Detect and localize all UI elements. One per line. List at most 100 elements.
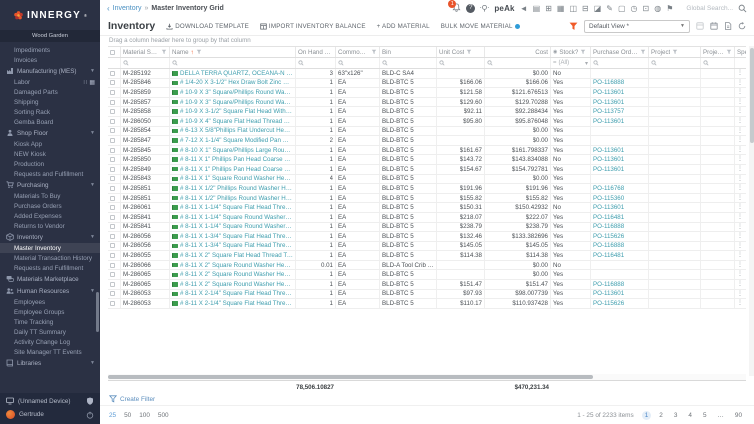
row-checkbox[interactable] [108, 116, 121, 126]
column-header-projnum[interactable]: Project # [701, 47, 735, 57]
quick-icon[interactable]: ▦ [89, 79, 95, 86]
sidebar-item-gemba-board[interactable]: Gemba Board [0, 117, 100, 127]
po-link[interactable]: PO-113601 [593, 290, 625, 298]
row-menu-icon[interactable]: ⋮ [735, 299, 745, 308]
table-row[interactable]: M-285841 # 8-11 X 1-1/4" Square Round Was… [108, 212, 746, 223]
row-checkbox[interactable] [108, 212, 121, 222]
filter-cell-po[interactable] [591, 58, 649, 68]
row-checkbox[interactable] [108, 193, 121, 203]
material-name-link[interactable]: # 10-9 X 4" Square Flat Head Thread Type… [180, 117, 293, 125]
row-checkbox[interactable] [108, 126, 121, 136]
material-name-link[interactable]: # 8-11 X 1/2" Phillips Round Washer Head… [180, 194, 293, 202]
row-checkbox[interactable] [108, 299, 121, 308]
table-row[interactable]: M-286053 # 8-11 X 2-1/4" Square Flat Head… [108, 299, 746, 309]
quick-icon[interactable]: ∷ [83, 79, 88, 86]
row-checkbox[interactable] [108, 184, 121, 193]
row-checkbox-box[interactable] [110, 301, 115, 307]
announce-icon[interactable]: ⚑ [666, 4, 674, 13]
row-menu-icon[interactable]: ⋮ [735, 184, 745, 193]
import-inventory-balance-button[interactable]: IMPORT INVENTORY BALANCE [260, 23, 366, 30]
material-name-link[interactable]: DELLA TERRA QUARTZ, OCEANA-N 3 CM [180, 69, 293, 77]
table-row[interactable]: M-285851 # 8-11 X 1/2" Phillips Round Was… [108, 193, 746, 204]
po-link[interactable]: PO-116768 [593, 184, 625, 192]
table-row[interactable]: M-285849 # 8-11 X 1" Phillips Pan Head Co… [108, 164, 746, 175]
row-checkbox-box[interactable] [110, 157, 115, 163]
help-icon[interactable]: ? [466, 4, 476, 13]
sidebar-item-added-expenses[interactable]: Added Expenses [0, 211, 100, 221]
po-link[interactable]: PO-116888 [593, 280, 625, 288]
po-link[interactable]: PO-113601 [593, 165, 625, 173]
po-link[interactable]: PO-115626 [593, 232, 625, 240]
material-name-link[interactable]: # 1/4-20 X 3-1/2" Hex Draw Bolt Zinc Pla… [180, 79, 293, 87]
column-header-stock[interactable]: ◉ Stock? [551, 47, 591, 57]
material-name-link[interactable]: # 8-11 X 1" Square Round Washer Head Coa… [180, 175, 293, 183]
row-menu-icon[interactable]: ⋮ [735, 136, 745, 145]
material-name-link[interactable]: # 8-11 X 1-3/4" Square Flat Head Thread … [180, 242, 293, 250]
sidebar-item-site-manager-tt-events[interactable]: Site Manager TT Events [0, 347, 100, 357]
row-menu-icon[interactable]: ⋮ [735, 260, 745, 270]
funnel-icon[interactable] [196, 49, 202, 55]
sidebar-item-materials-marketplace[interactable]: Materials Marketplace [0, 273, 100, 285]
material-name-link[interactable]: # 8-11 X 2" Square Flat Head Thread Type… [180, 252, 293, 260]
row-checkbox[interactable] [108, 97, 121, 107]
filter-cell-sku[interactable] [121, 58, 170, 68]
page-size-25[interactable]: 25 [109, 411, 117, 419]
sidebar-item-purchase-orders[interactable]: Purchase Orders [0, 201, 100, 211]
logout-power-icon[interactable] [86, 411, 94, 419]
table-row[interactable]: M-286050 # 10-9 X 4" Square Flat Head Thr… [108, 116, 746, 127]
page-4[interactable]: 4 [688, 411, 692, 419]
row-checkbox-box[interactable] [110, 128, 115, 134]
material-name-link[interactable]: # 8-11 X 1/2" Phillips Round Washer Head… [180, 184, 293, 192]
clipboard-icon[interactable]: ▤ [532, 4, 541, 13]
filter-cell-sel[interactable] [108, 58, 121, 68]
po-link[interactable]: PO-116481 [593, 213, 625, 221]
row-menu-icon[interactable]: ⋮ [735, 241, 745, 251]
download-template-button[interactable]: DOWNLOAD TEMPLATE [166, 23, 249, 30]
edit-icon[interactable]: ✎ [606, 4, 613, 13]
global-search-input[interactable]: Global Search... [686, 5, 733, 12]
bulk-move-material-button[interactable]: BULK MOVE MATERIAL [441, 23, 520, 30]
table-row[interactable]: M-286061 # 8-11 X 1-1/4" Square Flat Head… [108, 203, 746, 213]
po-link[interactable]: PO-113757 [593, 108, 625, 116]
column-header-po[interactable]: Purchase Order # [591, 47, 649, 57]
sidebar-item-employee-groups[interactable]: Employee Groups [0, 307, 100, 317]
search-icon[interactable] [738, 4, 747, 13]
hscroll-thumb[interactable] [108, 375, 593, 379]
column-header-special[interactable]: Special [735, 47, 746, 57]
horizontal-scrollbar[interactable] [108, 374, 746, 380]
row-checkbox[interactable] [108, 88, 121, 97]
row-checkbox[interactable] [108, 232, 121, 241]
row-checkbox[interactable] [108, 270, 121, 280]
row-checkbox[interactable] [108, 222, 121, 232]
sidebar-item-time-tracking[interactable]: Time Tracking [0, 317, 100, 327]
filter-cell-onhand[interactable] [296, 58, 336, 68]
save-view-icon[interactable] [696, 22, 704, 30]
page-3[interactable]: 3 [673, 411, 678, 419]
column-header-sku[interactable]: Material SKU [121, 47, 170, 57]
funnel-icon[interactable] [466, 49, 472, 55]
filter-cell-stock[interactable]: = (All) ▾ [551, 58, 591, 68]
row-checkbox-box[interactable] [110, 291, 115, 297]
sidebar-item-purchasing[interactable]: Purchasing ▼ [0, 179, 100, 191]
table-row[interactable]: M-285850 # 8-11 X 1" Phillips Pan Head Co… [108, 155, 746, 165]
sidebar-item-master-inventory[interactable]: Master Inventory [0, 243, 100, 253]
material-name-link[interactable]: # 10-9 X 3-1/2" Square Flat Head With Ni… [180, 108, 293, 116]
row-checkbox-box[interactable] [110, 89, 115, 95]
po-link[interactable]: PO-116888 [593, 242, 625, 250]
row-menu-icon[interactable]: ⋮ [735, 193, 745, 203]
row-menu-icon[interactable]: ⋮ [735, 88, 745, 97]
po-link[interactable]: PO-113601 [593, 146, 625, 154]
row-menu-icon[interactable]: ⋮ [735, 251, 745, 260]
row-menu-icon[interactable]: ⋮ [735, 164, 745, 174]
filter-cell-special[interactable] [735, 58, 746, 68]
row-menu-icon[interactable]: ⋮ [735, 145, 745, 155]
row-checkbox[interactable] [108, 289, 121, 299]
table-icon[interactable]: ⊟ [582, 4, 589, 13]
page-size-500[interactable]: 500 [157, 411, 169, 419]
table-row[interactable]: M-286056 # 8-11 X 1-3/4" Square Flat Head… [108, 241, 746, 252]
row-checkbox-box[interactable] [110, 195, 115, 201]
material-name-link[interactable]: # 8-11 X 2" Square Round Washer Head Typ… [180, 280, 293, 288]
sidebar-item-invoices[interactable]: Invoices [0, 55, 100, 65]
gallery-icon[interactable]: ▦ [556, 4, 565, 13]
po-link[interactable]: PO-115626 [593, 300, 625, 308]
